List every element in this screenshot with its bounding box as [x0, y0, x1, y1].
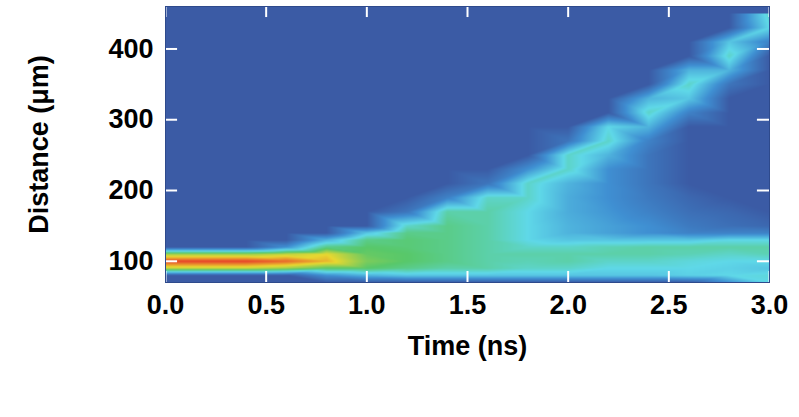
svg-text:3.0: 3.0	[751, 290, 789, 320]
svg-text:Distance (μm): Distance (μm)	[24, 55, 54, 234]
svg-text:0.0: 0.0	[147, 290, 185, 320]
svg-text:2.0: 2.0	[549, 290, 587, 320]
svg-text:1.5: 1.5	[449, 290, 487, 320]
svg-text:200: 200	[108, 175, 153, 205]
svg-text:0.5: 0.5	[247, 290, 285, 320]
svg-text:Time (ns): Time (ns)	[408, 331, 528, 361]
svg-text:400: 400	[108, 34, 153, 64]
svg-text:1.0: 1.0	[348, 290, 386, 320]
svg-text:100: 100	[108, 246, 153, 276]
svg-text:300: 300	[108, 104, 153, 134]
svg-text:2.5: 2.5	[650, 290, 688, 320]
